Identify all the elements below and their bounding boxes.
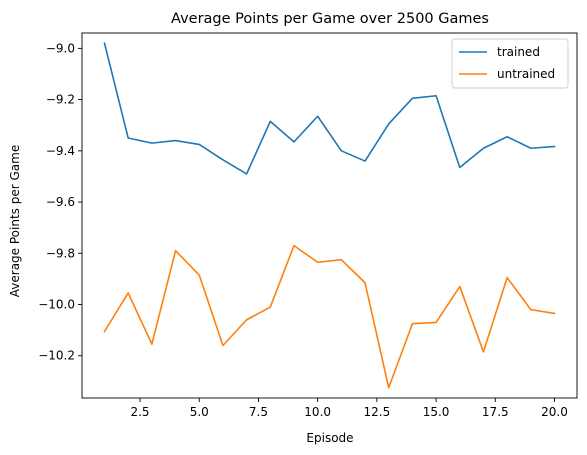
series-line-untrained — [103, 244, 556, 389]
x-tick-label: 5.0 — [190, 405, 209, 419]
y-tick-label: −9.0 — [46, 41, 75, 55]
x-axis: 2.5 5.0 7.5 10.0 12.5 15.0 17.5 20.0 — [130, 398, 568, 419]
legend-label-trained: trained — [497, 45, 540, 59]
y-tick-label: −10.0 — [38, 298, 75, 312]
y-axis: −9.0 −9.2 −9.4 −9.6 −9.8 −10.0 −10.2 — [38, 41, 82, 363]
x-tick-label: 7.5 — [249, 405, 268, 419]
plot-frame — [81, 32, 578, 399]
x-tick-label: 10.0 — [304, 405, 331, 419]
chart-title: Average Points per Game over 2500 Games — [171, 11, 489, 27]
x-axis-label: Episode — [306, 431, 353, 445]
x-tick-label: 2.5 — [130, 405, 149, 419]
legend: trained untrained — [451, 38, 569, 89]
series-line-trained — [103, 42, 556, 175]
x-tick-label: 15.0 — [423, 405, 450, 419]
y-tick-label: −9.4 — [46, 144, 75, 158]
y-tick-label: −9.6 — [46, 195, 75, 209]
y-tick-label: −9.8 — [46, 246, 75, 260]
y-tick-label: −9.2 — [46, 93, 75, 107]
legend-label-untrained: untrained — [497, 67, 555, 81]
y-axis-label: Average Points per Game — [8, 145, 22, 297]
x-tick-label: 12.5 — [364, 405, 391, 419]
x-tick-label: 20.0 — [541, 405, 568, 419]
x-tick-label: 17.5 — [482, 405, 509, 419]
plot-area — [103, 42, 556, 389]
y-tick-label: −10.2 — [38, 349, 75, 363]
